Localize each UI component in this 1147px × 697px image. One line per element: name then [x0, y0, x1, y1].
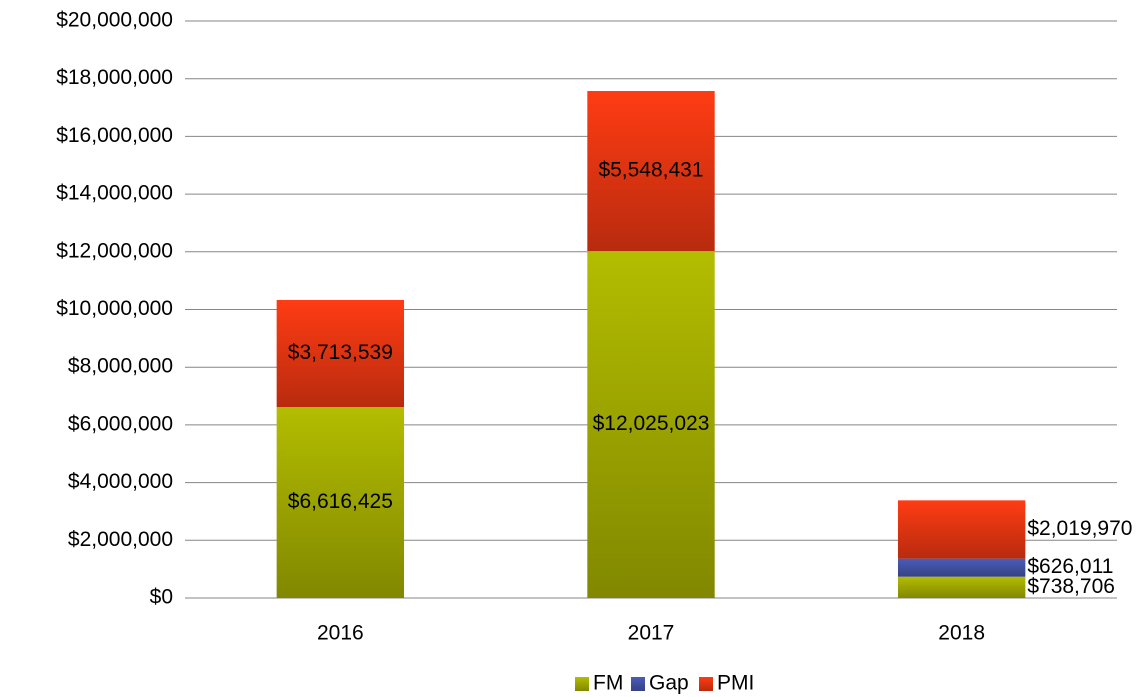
bar-segment [276, 407, 405, 598]
y-tick-label: $4,000,000 [68, 470, 173, 493]
data-label: $6,616,425 [288, 490, 393, 513]
y-tick-label: $20,000,000 [56, 9, 173, 32]
legend-label: FM [593, 672, 623, 695]
x-tick-label: 2018 [938, 622, 985, 645]
bar-segment [276, 299, 405, 408]
bar-segment [587, 91, 715, 252]
bar-segment [587, 251, 715, 599]
bar-segment [897, 558, 1026, 577]
bar-segment [897, 500, 1026, 559]
legend-swatch [575, 677, 589, 691]
legend-swatch [631, 677, 645, 691]
bar-segment [897, 576, 1026, 598]
x-tick-label: 2016 [317, 622, 364, 645]
data-label: $738,706 [1027, 575, 1115, 598]
y-tick-label: $16,000,000 [56, 124, 173, 147]
x-tick-label: 2017 [628, 622, 675, 645]
legend-label: PMI [717, 672, 754, 695]
y-tick-label: $14,000,000 [56, 182, 173, 205]
y-tick-label: $6,000,000 [68, 412, 173, 435]
y-tick-label: $12,000,000 [56, 239, 173, 262]
data-label: $3,713,539 [288, 341, 393, 364]
legend-swatch [699, 677, 713, 691]
y-tick-label: $8,000,000 [68, 355, 173, 378]
y-tick-label: $18,000,000 [56, 66, 173, 89]
y-tick-label: $0 [150, 586, 173, 609]
y-tick-label: $10,000,000 [56, 297, 173, 320]
data-label: $5,548,431 [598, 159, 703, 182]
y-tick-label: $2,000,000 [68, 528, 173, 551]
legend-label: Gap [649, 672, 689, 695]
data-label: $12,025,023 [593, 412, 710, 435]
data-label: $2,019,970 [1027, 517, 1132, 540]
data-label: $626,011 [1027, 555, 1113, 578]
